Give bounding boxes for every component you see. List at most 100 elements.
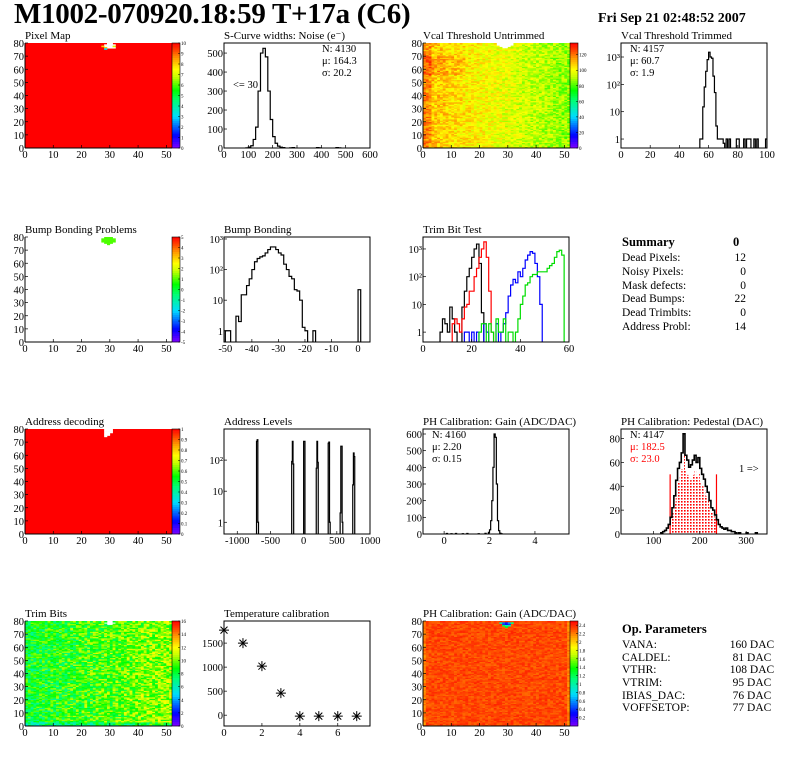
heatmap-cell [27, 651, 31, 653]
colorbar-step [172, 460, 180, 463]
heatmap-cell [485, 48, 489, 50]
x-tick-label: -10 [325, 344, 339, 355]
heatmap-cell [454, 130, 458, 133]
heatmap-cell [471, 71, 475, 74]
heatmap-cell [499, 58, 503, 61]
heatmap-cell [561, 94, 565, 96]
heatmap-cell [485, 71, 489, 74]
heatmap-cell [521, 71, 526, 74]
heatmap-cell [482, 94, 486, 96]
heatmap-cell [442, 71, 446, 74]
heatmap-cell [499, 69, 503, 71]
heatmap-cell [448, 137, 452, 140]
heatmap-cell [536, 146, 540, 148]
heatmap-cell [538, 83, 543, 86]
heatmap-cell [496, 130, 500, 133]
heatmap-cell [25, 643, 29, 645]
heatmap-cell [462, 104, 466, 107]
heatmap-cell [504, 94, 509, 96]
heatmap-cell [442, 132, 446, 134]
heatmap-cell [462, 124, 466, 126]
heatmap-cell [519, 45, 523, 48]
heatmap-cell [459, 75, 463, 78]
heatmap-cell [437, 94, 441, 96]
heatmap-cell [459, 120, 463, 123]
heatmap-cell [510, 108, 514, 111]
heatmap-cell [524, 44, 528, 46]
heatmap-cell [550, 133, 554, 136]
heatmap-cell [465, 124, 469, 126]
heatmap-cell [482, 146, 486, 148]
heatmap-cell [553, 133, 557, 136]
heatmap-cell [423, 60, 427, 62]
heatmap-cell [530, 62, 534, 65]
heatmap-cell [561, 79, 565, 82]
heatmap-cell [434, 127, 438, 129]
heatmap-cell [558, 74, 562, 77]
heatmap-cell [476, 94, 480, 96]
heatmap-cell [530, 66, 534, 69]
heatmap-cell [519, 116, 523, 119]
heatmap-cell [507, 73, 511, 75]
heatmap-cell [431, 136, 435, 138]
heatmap-cell [439, 57, 444, 60]
heatmap-cell [439, 54, 444, 57]
y-tick-label: 30 [14, 105, 25, 116]
heatmap-cell [439, 85, 444, 87]
heatmap-cell [476, 145, 480, 147]
heatmap-cell [428, 45, 432, 48]
heatmap-cell [544, 64, 548, 66]
x-tick-label: 50 [559, 150, 570, 161]
heatmap-cell [561, 103, 565, 105]
heatmap-cell [507, 102, 511, 104]
heatmap-cell [423, 137, 427, 140]
heatmap-cell [516, 78, 520, 81]
heatmap-cell [547, 146, 551, 148]
heatmap-cell [439, 45, 444, 48]
heatmap-cell [558, 86, 562, 88]
heatmap-cell [434, 123, 438, 125]
heatmap-cell [558, 133, 562, 136]
heatmap-cell [456, 62, 461, 65]
heatmap-cell [473, 67, 478, 70]
heatmap-cell [538, 115, 543, 117]
heatmap-cell [502, 69, 506, 71]
heatmap-cell [553, 50, 557, 53]
heatmap-cell [462, 49, 466, 52]
heatmap-cell [479, 90, 483, 92]
heatmap-cell [541, 138, 545, 141]
heatmap-cell [471, 65, 475, 67]
heatmap-cell [428, 53, 432, 56]
colorbar-tick-label: 0 [579, 147, 582, 152]
heatmap-cell [519, 85, 523, 87]
heatmap-cell [524, 62, 528, 65]
heatmap-cell [536, 77, 540, 79]
heatmap-cell [431, 50, 435, 53]
heatmap-cell [448, 90, 452, 92]
heatmap-cell [519, 46, 523, 49]
heatmap-cell [553, 65, 557, 67]
heatmap-cell [519, 133, 523, 136]
heatmap-cell [550, 49, 554, 52]
heatmap-cell [27, 703, 31, 706]
heatmap-cell [541, 134, 545, 137]
heatmap-cell [527, 56, 531, 58]
heatmap-cell [27, 648, 31, 651]
heatmap-cell [536, 71, 540, 74]
heatmap-cell [471, 86, 475, 88]
heatmap-cell [490, 103, 494, 105]
heatmap-cell [109, 238, 113, 240]
heatmap-cell [493, 57, 497, 60]
heatmap-cell [488, 85, 492, 87]
heatmap-cell [476, 85, 480, 87]
heatmap-cell [27, 677, 31, 680]
heatmap-cell [547, 90, 551, 92]
colorbar-tick-label: 2 [181, 126, 184, 131]
heatmap-cell [490, 108, 494, 111]
heatmap-cell [485, 127, 489, 129]
heatmap-cell [524, 57, 528, 60]
heatmap-cell [465, 64, 469, 66]
heatmap-cell [439, 74, 444, 77]
heatmap-cell [544, 43, 548, 45]
heatmap-cell [516, 71, 520, 74]
